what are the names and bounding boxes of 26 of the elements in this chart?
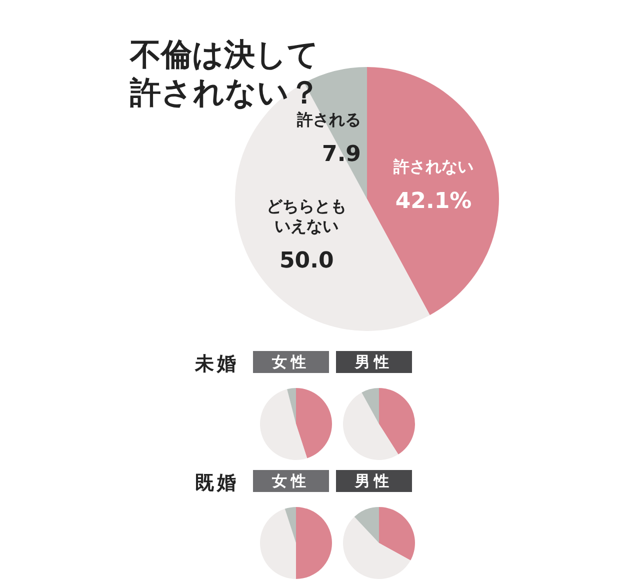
chart-title: 女性 xyxy=(253,351,329,373)
pie-slice xyxy=(260,389,308,460)
data-label: 42.1% xyxy=(395,189,472,214)
chart-title: 女性 xyxy=(253,470,329,492)
text: 未婚 xyxy=(195,352,239,377)
slice-label: どちらともいえない xyxy=(266,196,347,236)
slice-label: 許される xyxy=(296,110,361,130)
pie-slice xyxy=(379,507,415,560)
pie-slice xyxy=(260,508,296,579)
chart-title: 男性 xyxy=(336,470,412,492)
pie-slice xyxy=(296,388,332,458)
pie-slice xyxy=(379,388,415,454)
text: 既婚 xyxy=(195,471,239,496)
pie-slice xyxy=(296,507,332,579)
pie-slice xyxy=(343,516,411,579)
chart-title: 不倫は決して許されない？ xyxy=(130,36,321,111)
slice-label: 許されない xyxy=(392,157,474,176)
chart-title: 男性 xyxy=(336,351,412,373)
pie-slice xyxy=(287,388,296,424)
data-label: 7.9 xyxy=(322,142,361,168)
data-label: 50.0 xyxy=(280,248,334,274)
pie-slice xyxy=(284,507,296,543)
pie-slice xyxy=(367,67,499,316)
pie-slice xyxy=(343,392,398,460)
pie-slice xyxy=(362,388,379,424)
pie-slice xyxy=(354,507,379,543)
